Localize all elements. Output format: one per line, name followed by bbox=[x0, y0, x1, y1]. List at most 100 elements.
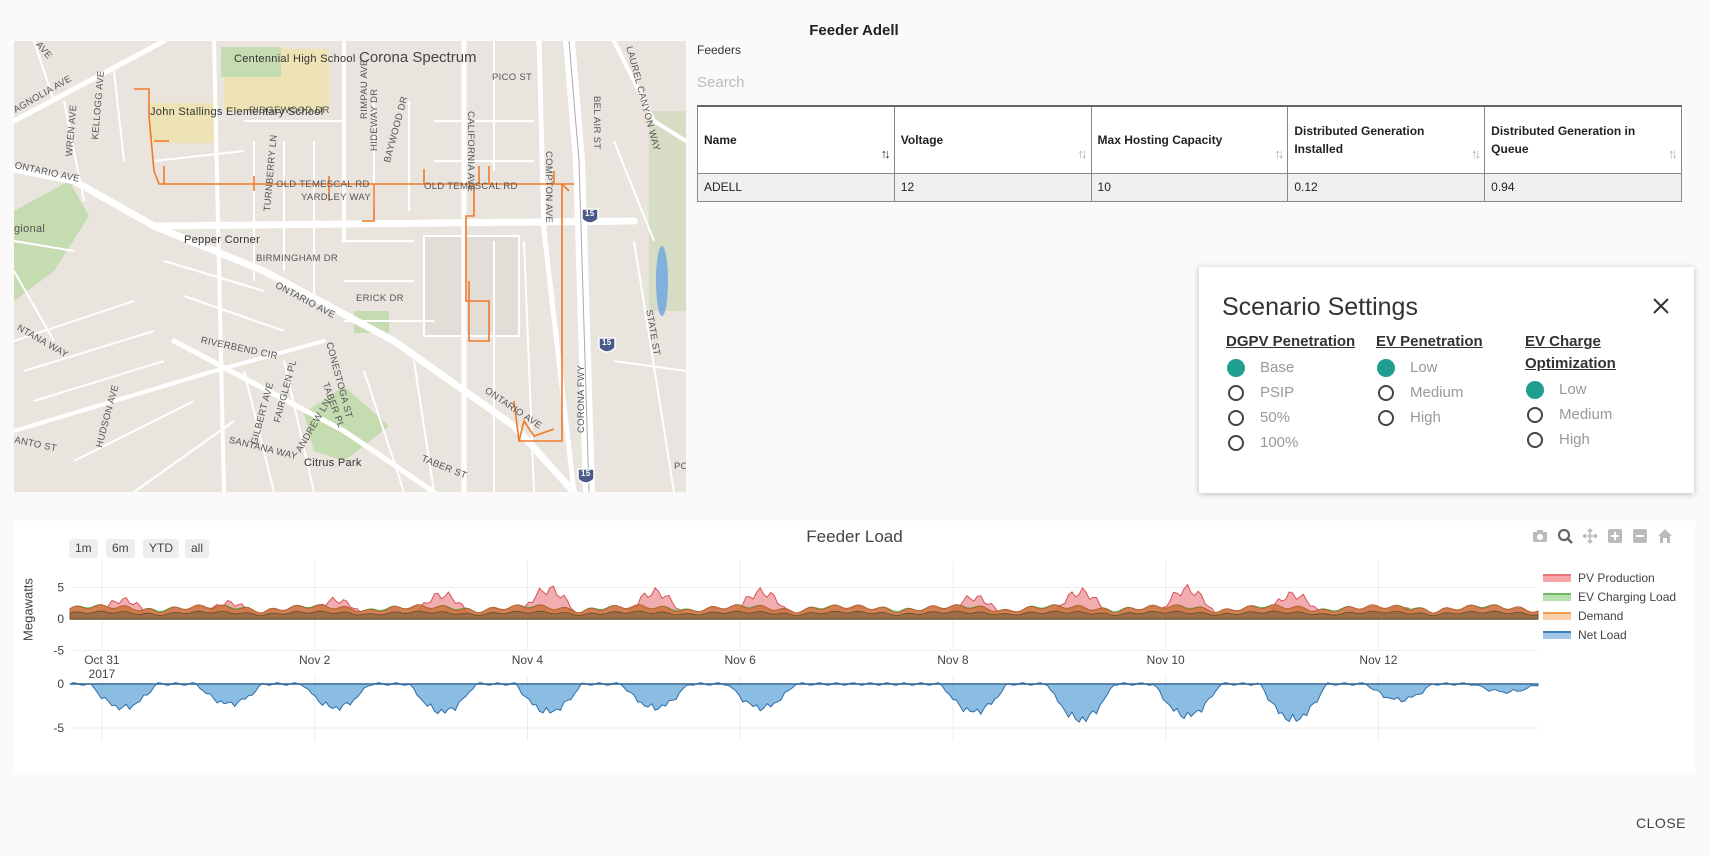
ev-option-medium[interactable]: Medium bbox=[1376, 380, 1483, 405]
range-6m-button[interactable]: 6m bbox=[106, 539, 135, 558]
ev-penetration-group: EV Penetration Low Medium High bbox=[1376, 331, 1483, 430]
radio-selected[interactable] bbox=[1526, 380, 1544, 399]
map-label-pico: PICO ST bbox=[492, 72, 533, 83]
map-label-erick: ERICK DR bbox=[356, 293, 404, 304]
home-icon[interactable] bbox=[1657, 528, 1673, 544]
range-all-button[interactable]: all bbox=[185, 539, 210, 558]
chart-legend: PV Production EV Charging Load Demand Ne… bbox=[1543, 568, 1676, 644]
zoom-icon[interactable] bbox=[1557, 528, 1573, 544]
sort-icon[interactable]: ↑↓ bbox=[1471, 145, 1481, 161]
legend-swatch bbox=[1543, 573, 1571, 582]
sort-icon[interactable]: ↑↓ bbox=[880, 145, 891, 161]
sort-icon[interactable]: ↑↓ bbox=[1668, 145, 1678, 161]
radio[interactable] bbox=[1527, 431, 1543, 448]
y-tick-label: 0 bbox=[57, 677, 64, 691]
range-1m-button[interactable]: 1m bbox=[69, 539, 98, 558]
dgpv-option-100[interactable]: 100% bbox=[1226, 430, 1355, 455]
radio[interactable] bbox=[1228, 384, 1244, 401]
y-axis-label: Megawatts bbox=[20, 578, 36, 641]
evc-option-medium[interactable]: Medium bbox=[1525, 402, 1645, 427]
ev-penetration-heading: EV Penetration bbox=[1376, 333, 1483, 350]
sort-icon[interactable]: ↑↓ bbox=[1274, 145, 1284, 161]
legend-swatch bbox=[1543, 611, 1571, 620]
radio-selected[interactable] bbox=[1377, 358, 1395, 377]
cell-name: ADELL bbox=[697, 172, 895, 202]
cell-max-hosting: 10 bbox=[1090, 172, 1289, 202]
col-header-voltage[interactable]: Voltage ↑↓ bbox=[893, 105, 1092, 174]
ev-charge-heading: EV Charge Optimization bbox=[1525, 333, 1616, 372]
zoom-in-icon[interactable] bbox=[1607, 528, 1623, 544]
pan-icon[interactable] bbox=[1582, 528, 1598, 544]
evc-option-high[interactable]: High bbox=[1525, 427, 1645, 452]
col-header-name[interactable]: Name ↑↓ bbox=[697, 105, 895, 174]
dgpv-option-base[interactable]: Base bbox=[1226, 355, 1355, 380]
legend-item-pv[interactable]: PV Production bbox=[1543, 568, 1676, 587]
ev-option-low[interactable]: Low bbox=[1376, 355, 1483, 380]
legend-swatch bbox=[1543, 630, 1571, 639]
feeder-load-chart: Feeder Load 1m 6m YTD all Megawatts Oct … bbox=[14, 521, 1695, 773]
y-tick-label: 0 bbox=[57, 612, 64, 626]
map-label-citrus-park: Citrus Park bbox=[304, 457, 362, 469]
cell-dg-queue: 0.94 bbox=[1484, 172, 1682, 202]
radio[interactable] bbox=[1378, 409, 1394, 426]
sort-icon[interactable]: ↑↓ bbox=[1077, 145, 1088, 161]
ev-option-high[interactable]: High bbox=[1376, 405, 1483, 430]
zoom-out-icon[interactable] bbox=[1632, 528, 1648, 544]
ev-charge-group: EV Charge Optimization Low Medium High bbox=[1525, 331, 1645, 452]
map-label-centennial: Centennial High School bbox=[234, 53, 356, 65]
legend-item-ev[interactable]: EV Charging Load bbox=[1543, 587, 1676, 606]
chart-modebar bbox=[1532, 528, 1673, 544]
table-row[interactable]: ADELL 12 10 0.12 0.94 bbox=[697, 172, 1682, 202]
x-tick-label: 2017 bbox=[89, 667, 116, 681]
feeders-table: Name ↑↓ Voltage ↑↓ Max Hosting Capacity ↑↓ … bbox=[697, 105, 1682, 202]
map-label-ridgewood: RIDGEWOOD DR bbox=[249, 105, 330, 116]
map-canvas bbox=[14, 41, 686, 492]
scenario-title: Scenario Settings bbox=[1222, 293, 1418, 321]
feeders-search-input[interactable] bbox=[697, 70, 1017, 94]
series-overlap bbox=[69, 610, 1539, 620]
evc-option-low[interactable]: Low bbox=[1525, 377, 1645, 402]
series-demand bbox=[69, 604, 1539, 620]
camera-icon[interactable] bbox=[1532, 528, 1548, 544]
close-icon[interactable] bbox=[1652, 297, 1670, 315]
series-pv-production bbox=[69, 583, 1539, 620]
x-tick-label: Nov 2 bbox=[299, 653, 331, 667]
shield-label-2: 15 bbox=[602, 338, 612, 347]
radio-selected[interactable] bbox=[1227, 358, 1245, 377]
cell-voltage: 12 bbox=[893, 172, 1092, 202]
map-label-regional: gional bbox=[14, 223, 46, 235]
map-label-birmingham: BIRMINGHAM DR bbox=[256, 253, 339, 264]
map-label-stallings: John Stallings Elementary School bbox=[150, 106, 324, 118]
park-area bbox=[14, 181, 89, 301]
series-net-load bbox=[69, 682, 1539, 723]
radio[interactable] bbox=[1378, 384, 1394, 401]
dgpv-option-psip[interactable]: PSIP bbox=[1226, 380, 1355, 405]
map-label-bel-air: BEL AIR ST bbox=[591, 96, 602, 150]
table-header-row: Name ↑↓ Voltage ↑↓ Max Hosting Capacity ↑↓ … bbox=[697, 105, 1682, 174]
map-label-temescal-2: OLD TEMESCAL RD bbox=[424, 181, 518, 192]
series-ev-charging-load bbox=[69, 604, 1539, 620]
map-label-corona-spectrum: Corona Spectrum bbox=[359, 49, 477, 66]
x-tick-label: Nov 6 bbox=[724, 653, 756, 667]
chart-title: Feeder Load bbox=[806, 527, 903, 546]
legend-item-net[interactable]: Net Load bbox=[1543, 625, 1676, 644]
x-tick-label: Nov 12 bbox=[1359, 653, 1397, 667]
radio[interactable] bbox=[1527, 406, 1543, 423]
map-label-hideway: HIDEWAY DR bbox=[369, 88, 380, 151]
dgpv-option-50[interactable]: 50% bbox=[1226, 405, 1355, 430]
radio[interactable] bbox=[1228, 409, 1244, 426]
x-tick-label: Nov 10 bbox=[1147, 653, 1185, 667]
col-header-max-hosting[interactable]: Max Hosting Capacity ↑↓ bbox=[1090, 105, 1289, 174]
legend-item-demand[interactable]: Demand bbox=[1543, 606, 1676, 625]
shield-label-3: 15 bbox=[581, 469, 591, 478]
x-tick-label: Oct 31 bbox=[84, 653, 120, 667]
feeder-map[interactable]: Corona Spectrum Centennial High School J… bbox=[14, 41, 686, 492]
radio[interactable] bbox=[1228, 434, 1244, 451]
shield-label-1: 15 bbox=[585, 209, 595, 218]
range-ytd-button[interactable]: YTD bbox=[143, 539, 179, 558]
close-button[interactable]: CLOSE bbox=[1636, 815, 1686, 831]
x-tick-label: Nov 4 bbox=[512, 653, 544, 667]
col-header-dg-queue[interactable]: Distributed Generation in Queue ↑↓ bbox=[1484, 105, 1682, 174]
col-header-dg-installed[interactable]: Distributed Generation Installed ↑↓ bbox=[1287, 105, 1486, 174]
